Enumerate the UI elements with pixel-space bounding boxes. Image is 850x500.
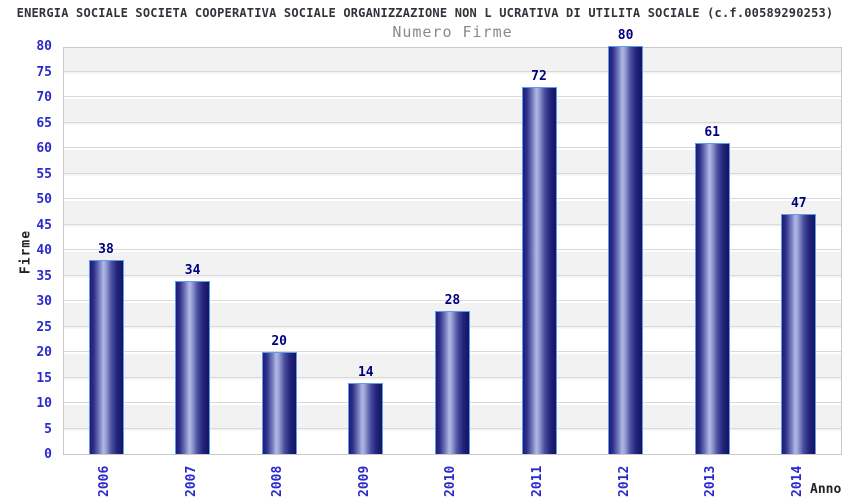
y-tick-label: 5 bbox=[44, 421, 52, 437]
chart-title: ENERGIA SOCIALE SOCIETA COOPERATIVA SOCI… bbox=[16, 6, 834, 20]
bar-value-label: 20 bbox=[271, 334, 288, 349]
x-tick-label: 2006 bbox=[97, 465, 112, 497]
y-tick-label: 45 bbox=[36, 217, 52, 233]
gridline bbox=[64, 198, 841, 199]
x-axis-title: Anno bbox=[810, 482, 842, 497]
y-tick-label: 40 bbox=[36, 243, 52, 258]
x-tick-label: 2013 bbox=[703, 465, 719, 497]
x-tick-label: 2010 bbox=[443, 465, 459, 497]
y-tick-label: 25 bbox=[36, 319, 52, 335]
bar-2014 bbox=[781, 214, 817, 454]
gridline bbox=[64, 172, 841, 174]
gridline bbox=[64, 249, 841, 250]
y-tick-label: 55 bbox=[36, 166, 52, 182]
y-tick-label: 65 bbox=[36, 115, 52, 131]
bar-2010 bbox=[434, 311, 470, 454]
x-tick-label: 2011 bbox=[530, 465, 545, 497]
x-tick-label: 2008 bbox=[270, 465, 286, 497]
bar-2013 bbox=[694, 142, 730, 454]
y-tick-label: 0 bbox=[44, 447, 52, 462]
bar-value-label: 47 bbox=[790, 196, 807, 212]
x-tick-label: 2009 bbox=[356, 465, 372, 497]
y-tick-label: 20 bbox=[36, 345, 52, 360]
bar-value-label: 72 bbox=[531, 68, 547, 84]
gridline bbox=[64, 121, 841, 123]
chart-subtitle: Numero Firme bbox=[392, 23, 513, 41]
bar-2007 bbox=[175, 280, 211, 454]
y-tick-label: 10 bbox=[36, 396, 52, 411]
bar-value-label: 28 bbox=[444, 293, 461, 309]
bar-value-label: 14 bbox=[357, 364, 374, 380]
gridline bbox=[64, 223, 841, 225]
bar-value-label: 38 bbox=[98, 242, 114, 258]
gridline bbox=[64, 96, 841, 97]
y-tick-label: 50 bbox=[36, 192, 52, 207]
gridline bbox=[64, 300, 841, 301]
x-tick-label: 2014 bbox=[789, 465, 805, 497]
bar-2011 bbox=[521, 86, 557, 454]
gridline bbox=[64, 147, 841, 148]
bar-value-label: 61 bbox=[704, 124, 721, 140]
plot-area: 38 34 20 14 28 72 80 61 47 bbox=[63, 28, 842, 455]
y-tick-label: 75 bbox=[36, 64, 52, 80]
bar-2008 bbox=[261, 352, 297, 454]
y-tick-label: 60 bbox=[36, 141, 52, 156]
bar-value-label: 34 bbox=[184, 262, 201, 278]
gridline bbox=[64, 70, 841, 72]
y-tick-label: 35 bbox=[36, 268, 52, 284]
gridline bbox=[64, 274, 841, 276]
bar-2012 bbox=[608, 46, 644, 454]
y-tick-label: 30 bbox=[36, 294, 52, 309]
y-tick-label: 80 bbox=[36, 39, 52, 54]
bar-value-label: 80 bbox=[617, 28, 634, 43]
y-tick-label: 15 bbox=[36, 370, 52, 386]
bar-2009 bbox=[348, 382, 384, 454]
y-tick-label: 70 bbox=[36, 90, 52, 105]
x-tick-label: 2012 bbox=[616, 465, 632, 497]
bar-2006 bbox=[88, 260, 124, 454]
x-tick-label: 2007 bbox=[183, 465, 199, 497]
